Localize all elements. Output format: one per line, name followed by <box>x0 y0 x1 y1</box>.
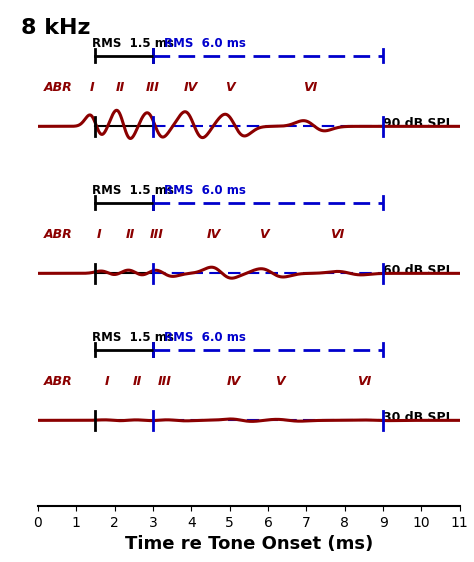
Text: IV: IV <box>227 375 241 388</box>
Text: RMS  6.0 ms: RMS 6.0 ms <box>164 37 246 50</box>
Text: II: II <box>133 375 142 388</box>
Text: I: I <box>105 375 109 388</box>
Text: ABR: ABR <box>44 375 73 388</box>
Text: III: III <box>157 375 172 388</box>
Text: IV: IV <box>184 81 199 94</box>
Text: VI: VI <box>303 81 317 94</box>
Text: RMS  1.5 ms: RMS 1.5 ms <box>91 37 173 50</box>
Text: RMS  6.0 ms: RMS 6.0 ms <box>164 331 246 344</box>
Text: ABR: ABR <box>44 228 73 241</box>
Text: RMS  6.0 ms: RMS 6.0 ms <box>164 184 246 197</box>
Text: VI: VI <box>357 375 371 388</box>
Text: 60 dB SPL: 60 dB SPL <box>383 264 454 277</box>
Text: III: III <box>150 228 164 241</box>
Text: V: V <box>225 81 235 94</box>
Text: VI: VI <box>330 228 344 241</box>
Text: V: V <box>259 228 269 241</box>
Text: V: V <box>275 375 284 388</box>
Text: II: II <box>125 228 135 241</box>
Text: 30 dB SPL: 30 dB SPL <box>383 411 454 424</box>
Text: RMS  1.5 ms: RMS 1.5 ms <box>91 331 173 344</box>
Text: II: II <box>116 81 125 94</box>
Text: RMS  1.5 ms: RMS 1.5 ms <box>91 184 173 197</box>
Text: IV: IV <box>207 228 221 241</box>
Text: 8 kHz: 8 kHz <box>21 18 91 38</box>
X-axis label: Time re Tone Onset (ms): Time re Tone Onset (ms) <box>125 535 373 553</box>
Text: ABR: ABR <box>44 81 73 94</box>
Text: I: I <box>89 81 94 94</box>
Text: III: III <box>146 81 160 94</box>
Text: 90 dB SPL: 90 dB SPL <box>383 117 454 130</box>
Text: I: I <box>97 228 101 241</box>
